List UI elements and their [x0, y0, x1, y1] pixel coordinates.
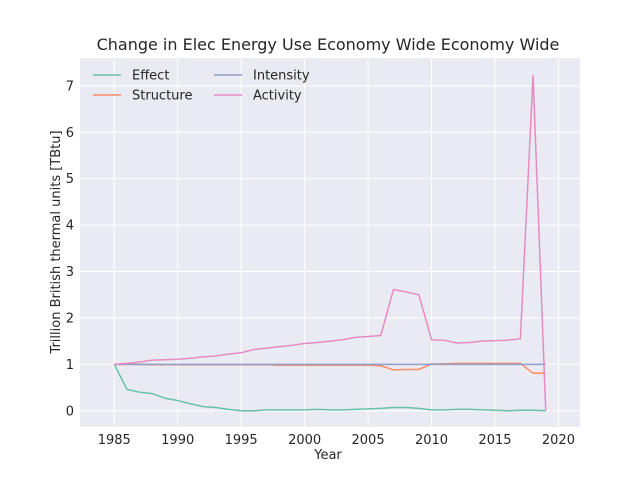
- x-tick-label: 1985: [98, 433, 131, 448]
- series-line-activity: [114, 74, 547, 411]
- y-tick-label: 3: [66, 265, 74, 280]
- x-tick-label: 2020: [542, 433, 575, 448]
- x-tick-label: 2015: [478, 433, 511, 448]
- x-tick-label: 2005: [352, 433, 385, 448]
- y-tick-label: 5: [66, 172, 74, 187]
- x-tick-label: 1990: [161, 433, 194, 448]
- chart-title: Change in Elec Energy Use Economy Wide E…: [97, 35, 560, 54]
- x-tick-label: 1995: [225, 433, 258, 448]
- y-tick-label: 1: [66, 358, 74, 373]
- x-tick-labels: 1985 1990 1995 2000 2005 2010 2015 2020: [98, 433, 575, 448]
- x-tick-label: 2010: [415, 433, 448, 448]
- legend-label: Intensity: [253, 69, 310, 84]
- y-axis-label: Trillion British thermal units [TBtu]: [49, 130, 64, 354]
- legend: Effect Structure Intensity Activity: [93, 69, 310, 104]
- legend-label: Structure: [132, 89, 192, 104]
- y-tick-label: 7: [66, 79, 74, 94]
- y-tick-label: 6: [66, 126, 74, 141]
- series-lines: [113, 74, 547, 412]
- legend-label: Activity: [253, 89, 302, 104]
- x-tick-label: 2000: [288, 433, 321, 448]
- legend-label: Effect: [132, 69, 169, 84]
- y-tick-labels: 0 1 2 3 4 5 6 7: [66, 79, 74, 419]
- y-tick-label: 2: [66, 311, 74, 326]
- y-tick-label: 0: [66, 404, 74, 419]
- x-axis-label: Year: [313, 448, 342, 463]
- series-line-effect: [113, 364, 546, 412]
- y-tick-label: 4: [66, 219, 74, 234]
- plot-area: [80, 58, 580, 427]
